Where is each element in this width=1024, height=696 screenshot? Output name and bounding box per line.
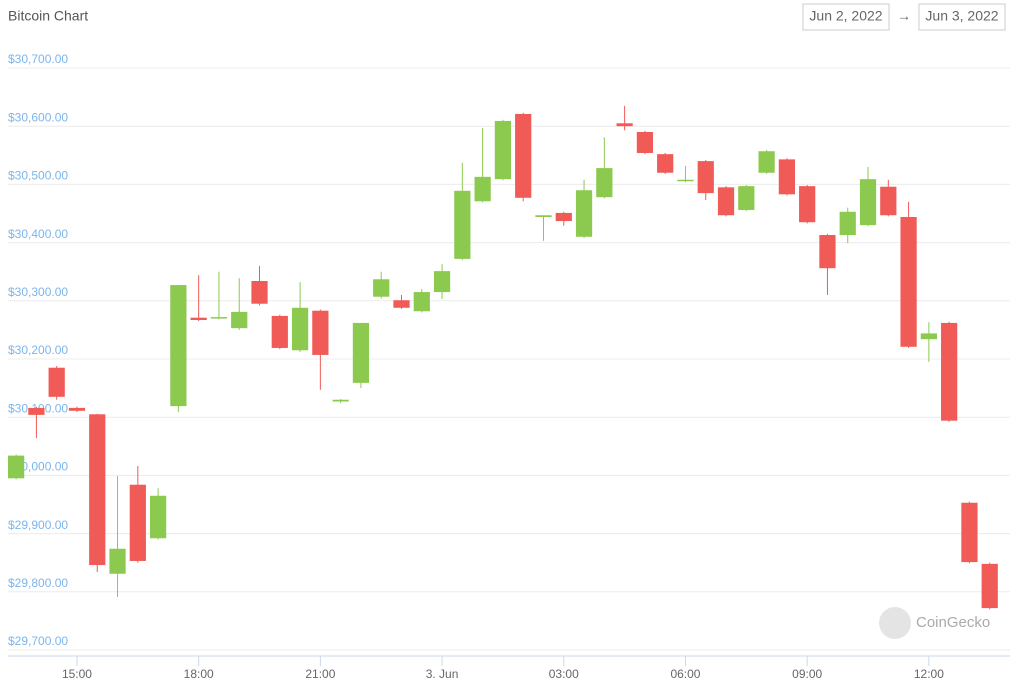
candle-body	[48, 367, 65, 397]
y-tick-label: $30,400.00	[8, 227, 68, 241]
x-tick-label: 12:00	[914, 667, 944, 681]
candle-body	[28, 407, 45, 415]
candle-body	[535, 215, 552, 217]
candle-body	[149, 495, 167, 539]
candle-body	[312, 310, 329, 355]
candle-body	[89, 414, 106, 566]
candle-body	[231, 311, 248, 329]
x-tick-label: 3. Jun	[426, 667, 459, 681]
chart-title: Bitcoin Chart	[8, 8, 88, 24]
x-tick-label: 21:00	[305, 667, 335, 681]
candle-body	[109, 548, 126, 574]
candle-body	[981, 563, 998, 609]
candle-body	[210, 317, 228, 319]
candle-body	[717, 187, 735, 216]
candle-body	[515, 113, 532, 198]
y-tick-label: $30,500.00	[8, 169, 68, 183]
y-tick-label: $29,800.00	[8, 576, 68, 590]
y-tick-label: $29,700.00	[8, 634, 68, 648]
x-tick-label: 18:00	[184, 667, 214, 681]
candle-body	[677, 179, 694, 182]
candle-body	[799, 186, 816, 223]
candle-body	[291, 307, 309, 351]
date-from[interactable]: Jun 2, 2022	[809, 8, 882, 24]
candle-body	[352, 322, 370, 383]
candle-body	[393, 300, 410, 308]
y-tick-label: $29,900.00	[8, 518, 68, 532]
candle-body	[920, 333, 937, 340]
date-to[interactable]: Jun 3, 2022	[925, 8, 998, 24]
candle-body	[413, 292, 430, 312]
candle-body	[880, 186, 897, 216]
y-tick-label: $30,300.00	[8, 285, 68, 299]
x-tick-label: 03:00	[549, 667, 579, 681]
candle-body	[575, 190, 593, 237]
date-box[interactable]	[918, 3, 1006, 31]
candle-body	[129, 484, 146, 561]
candle-body	[859, 179, 877, 226]
x-tick-label: 09:00	[792, 667, 822, 681]
candle-body	[596, 168, 613, 198]
candle-body	[616, 123, 633, 127]
candle-body	[961, 502, 978, 563]
y-tick-label: $30,200.00	[8, 343, 68, 357]
date-box[interactable]	[802, 3, 890, 31]
candle-body	[494, 120, 512, 180]
x-tick-label: 06:00	[670, 667, 700, 681]
candle-body	[636, 132, 654, 153]
candle-body	[900, 216, 917, 347]
y-tick-label: $30,700.00	[8, 52, 68, 66]
candle-body	[738, 186, 755, 211]
candle-body	[271, 315, 288, 348]
candle-body	[68, 407, 86, 411]
watermark-logo	[879, 607, 911, 639]
candle-body	[839, 211, 856, 236]
arrow: →	[897, 8, 911, 24]
candle-body	[778, 159, 795, 195]
candle-body	[657, 154, 674, 173]
candle-body	[190, 317, 207, 321]
x-tick-label: 15:00	[62, 667, 92, 681]
candle-body	[251, 281, 268, 304]
watermark: CoinGecko	[916, 614, 990, 631]
candle-body	[941, 322, 958, 421]
candle-body	[555, 212, 572, 222]
candle-body	[433, 271, 451, 293]
candle-body	[474, 176, 491, 202]
candle-body	[373, 279, 390, 297]
candle-body	[819, 235, 836, 269]
candle-body	[454, 190, 471, 259]
candle-body	[332, 399, 349, 402]
candle-body	[758, 151, 775, 173]
y-tick-label: $30,600.00	[8, 110, 68, 124]
candle-body	[8, 455, 25, 479]
candle-body	[697, 161, 714, 194]
candle-body	[170, 285, 187, 407]
